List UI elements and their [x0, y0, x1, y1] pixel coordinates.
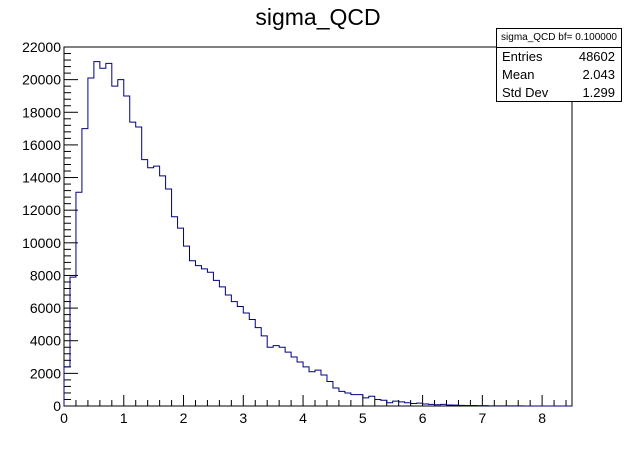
stats-label: Mean — [502, 67, 535, 82]
x-tick-label: 8 — [538, 410, 546, 426]
stats-box: sigma_QCD bf= 0.100000 Entries 48602 Mea… — [496, 28, 622, 102]
stats-row-entries: Entries 48602 — [497, 48, 621, 66]
y-tick-label: 2000 — [30, 365, 61, 381]
x-tick-label: 0 — [60, 410, 68, 426]
y-tick-label: 22000 — [22, 39, 61, 55]
stats-value: 1.299 — [582, 85, 615, 100]
y-tick-label: 20000 — [22, 72, 61, 88]
x-tick-label: 4 — [299, 410, 307, 426]
x-tick-label: 3 — [239, 410, 247, 426]
y-tick-label: 0 — [53, 398, 61, 414]
stats-value: 2.043 — [582, 67, 615, 82]
stats-label: Entries — [502, 49, 543, 64]
y-tick-label: 12000 — [22, 202, 61, 218]
y-tick-label: 10000 — [22, 235, 61, 251]
x-tick-label: 1 — [120, 410, 128, 426]
y-tick-label: 8000 — [30, 267, 61, 283]
x-tick-label: 6 — [419, 410, 427, 426]
histogram-line — [63, 61, 572, 407]
y-tick-label: 14000 — [22, 170, 61, 186]
y-tick-label: 16000 — [22, 137, 61, 153]
y-tick-label: 6000 — [30, 300, 61, 316]
plot-frame — [63, 46, 573, 407]
stats-row-stddev: Std Dev 1.299 — [497, 84, 621, 102]
y-tick-label: 18000 — [22, 104, 61, 120]
y-tick-label: 4000 — [30, 333, 61, 349]
tick-labels: 0 1 2 3 4 5 6 7 8 0 2000 4000 6000 8000 10000 12000 1400… — [22, 39, 546, 426]
axis-ticks — [63, 46, 567, 407]
chart-title: sigma_QCD — [255, 4, 381, 30]
stats-header: sigma_QCD bf= 0.100000 — [497, 29, 621, 48]
x-tick-label: 5 — [359, 410, 367, 426]
x-tick-label: 7 — [478, 410, 486, 426]
stats-row-mean: Mean 2.043 — [497, 66, 621, 84]
stats-value: 48602 — [578, 49, 615, 64]
stats-label: Std Dev — [502, 85, 549, 100]
x-tick-label: 2 — [180, 410, 188, 426]
